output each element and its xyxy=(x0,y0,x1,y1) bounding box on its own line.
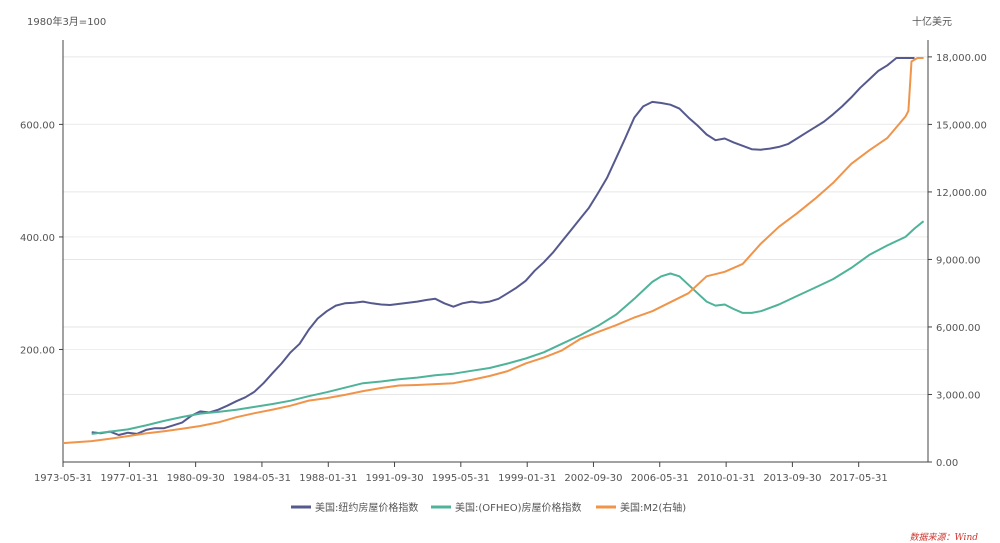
x-tick-label: 1973-05-31 xyxy=(34,473,92,484)
x-tick-label: 1991-09-30 xyxy=(365,473,423,484)
right-tick-label: 18,000.00 xyxy=(936,53,987,64)
left-tick-label: 400.00 xyxy=(20,233,55,244)
x-tick-label: 2010-01-31 xyxy=(697,473,755,484)
series-line-1 xyxy=(91,220,925,435)
legend-label: 美国:纽约房屋价格指数 xyxy=(315,501,418,514)
axes: 200.00 400.00 600.00 0.00 3,000.00 6,000.00 9,… xyxy=(20,40,987,484)
legend: 美国:纽约房屋价格指数 美国:(OFHEO)房屋价格指数 美国:M2(右轴) xyxy=(291,501,686,514)
series-line-2 xyxy=(62,57,924,445)
legend-label: 美国:(OFHEO)房屋价格指数 xyxy=(455,501,582,514)
x-tick-label: 2006-05-31 xyxy=(631,473,689,484)
x-tick-label: 2017-05-31 xyxy=(830,473,888,484)
series-lines xyxy=(62,57,925,445)
source-note: 数据来源：Wind xyxy=(909,532,978,543)
right-tick-label: 15,000.00 xyxy=(936,120,987,131)
right-tick-label: 0.00 xyxy=(936,458,958,469)
x-tick-label: 1984-05-31 xyxy=(233,473,291,484)
right-tick-label: 12,000.00 xyxy=(936,188,987,199)
x-tick-label: 1999-01-31 xyxy=(498,473,556,484)
right-tick-label: 6,000.00 xyxy=(936,323,981,334)
left-tick-label: 600.00 xyxy=(20,120,55,131)
right-axis-unit: 十亿美元 xyxy=(912,15,952,28)
x-tick-label: 1995-05-31 xyxy=(432,473,490,484)
right-tick-label: 3,000.00 xyxy=(936,390,981,401)
x-tick-label: 1977-01-31 xyxy=(100,473,158,484)
left-tick-label: 200.00 xyxy=(20,345,55,356)
x-tick-label: 1980-09-30 xyxy=(167,473,225,484)
gridlines xyxy=(63,56,928,395)
legend-label: 美国:M2(右轴) xyxy=(620,501,686,514)
left-axis-unit: 1980年3月=100 xyxy=(27,15,106,28)
series-line-0 xyxy=(91,57,915,436)
right-tick-label: 9,000.00 xyxy=(936,255,981,266)
x-tick-label: 2013-09-30 xyxy=(763,473,821,484)
x-tick-label: 1988-01-31 xyxy=(299,473,357,484)
x-tick-label: 2002-09-30 xyxy=(564,473,622,484)
